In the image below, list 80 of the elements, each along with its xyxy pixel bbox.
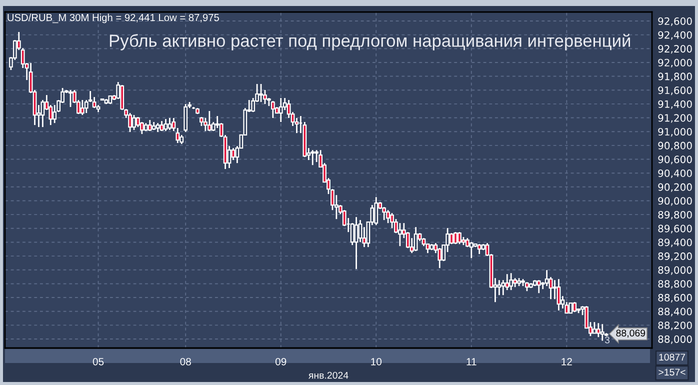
candlestick	[568, 302, 573, 314]
y-tick-label: 89,200	[658, 252, 692, 262]
candlestick	[52, 104, 57, 124]
x-tick-label: 11	[466, 358, 476, 366]
text: 88,069	[616, 330, 646, 338]
y-tick-label: 90,400	[658, 169, 692, 178]
x-axis-title: янв.2024	[308, 372, 348, 379]
y-tick-label: 91,800	[658, 72, 692, 82]
candlestick	[160, 120, 164, 132]
x-tick-label: 09	[275, 358, 286, 366]
candlestick	[497, 279, 502, 296]
candlestick	[382, 206, 386, 221]
y-tick-label: 90,000	[658, 197, 692, 206]
candlestick	[207, 110, 212, 132]
candlestick	[469, 241, 474, 259]
candlestick	[40, 99, 45, 128]
candlestick	[572, 301, 577, 313]
y-tick-label: 89,400	[658, 238, 692, 248]
x-tick-label: 12	[562, 358, 572, 366]
candlestick	[390, 212, 394, 229]
candlestick	[184, 103, 188, 133]
candlestick	[148, 119, 152, 132]
candlestick	[80, 99, 84, 116]
candlestick	[477, 243, 482, 255]
candlestick	[68, 89, 72, 108]
candlestick	[600, 323, 604, 342]
text: Рубль активно растет под предлогом наращивания интервенций	[110, 34, 630, 50]
y-tick-label: 89,000	[658, 266, 692, 275]
candlestick	[398, 222, 402, 247]
text: 10877	[659, 354, 686, 361]
candlestick	[450, 232, 454, 245]
candlestick	[544, 269, 549, 287]
candlestick	[164, 118, 168, 132]
candlestick	[556, 278, 561, 312]
x-tick-label: 08	[180, 358, 191, 366]
y-tick-label: 88,800	[658, 280, 692, 289]
y-tick-label: 88,400	[658, 308, 692, 316]
candlestick	[140, 121, 144, 135]
candlestick	[592, 321, 596, 334]
candlestick	[270, 100, 275, 119]
candlestick	[414, 226, 418, 252]
y-tick-label: 91,600	[658, 86, 692, 96]
candlestick	[509, 272, 514, 291]
candlestick	[128, 112, 132, 133]
candlestick	[386, 209, 390, 224]
y-tick-label: 88,000	[658, 335, 692, 344]
annotation: 3	[604, 336, 610, 344]
y-tick-label: 89,800	[658, 210, 692, 220]
y-tick-label: 88,200	[658, 322, 692, 330]
y-tick-label: 91,400	[658, 100, 692, 109]
candlestick	[259, 83, 263, 103]
x-tick-label: 10	[371, 358, 382, 366]
candlestick	[168, 117, 172, 131]
y-tick-label: 91,000	[658, 128, 692, 137]
y-tick-label: 92,400	[658, 31, 692, 40]
candlestick	[438, 247, 442, 269]
candlestick	[454, 231, 458, 245]
candlestick	[132, 114, 136, 131]
candlestick	[231, 147, 236, 161]
candlestick	[354, 216, 358, 270]
candlestick	[501, 279, 506, 296]
chart-title: USD/RUB_M 30M High = 92,441 Low = 87,975	[8, 14, 219, 24]
candlestick	[310, 149, 315, 166]
y-tick-label: 92,000	[658, 58, 692, 68]
candlestick	[536, 279, 541, 294]
x-tick-label: 05	[92, 358, 104, 366]
y-tick-label: 90,800	[658, 142, 692, 150]
y-tick-label: 92,600	[658, 17, 692, 26]
y-tick-label: 90,200	[658, 183, 692, 192]
candlestick	[278, 97, 283, 123]
y-tick-label: 91,200	[658, 114, 692, 123]
y-tick-label: 88,600	[658, 294, 692, 302]
candlestick	[505, 273, 510, 291]
y-tick-label: 90,600	[658, 156, 692, 164]
text: >157<	[658, 368, 686, 376]
y-tick-label: 92,200	[658, 45, 692, 54]
candlestick	[374, 196, 378, 226]
candlestick	[458, 231, 462, 245]
candlestick	[596, 322, 600, 338]
y-tick-label: 89,600	[658, 224, 692, 234]
